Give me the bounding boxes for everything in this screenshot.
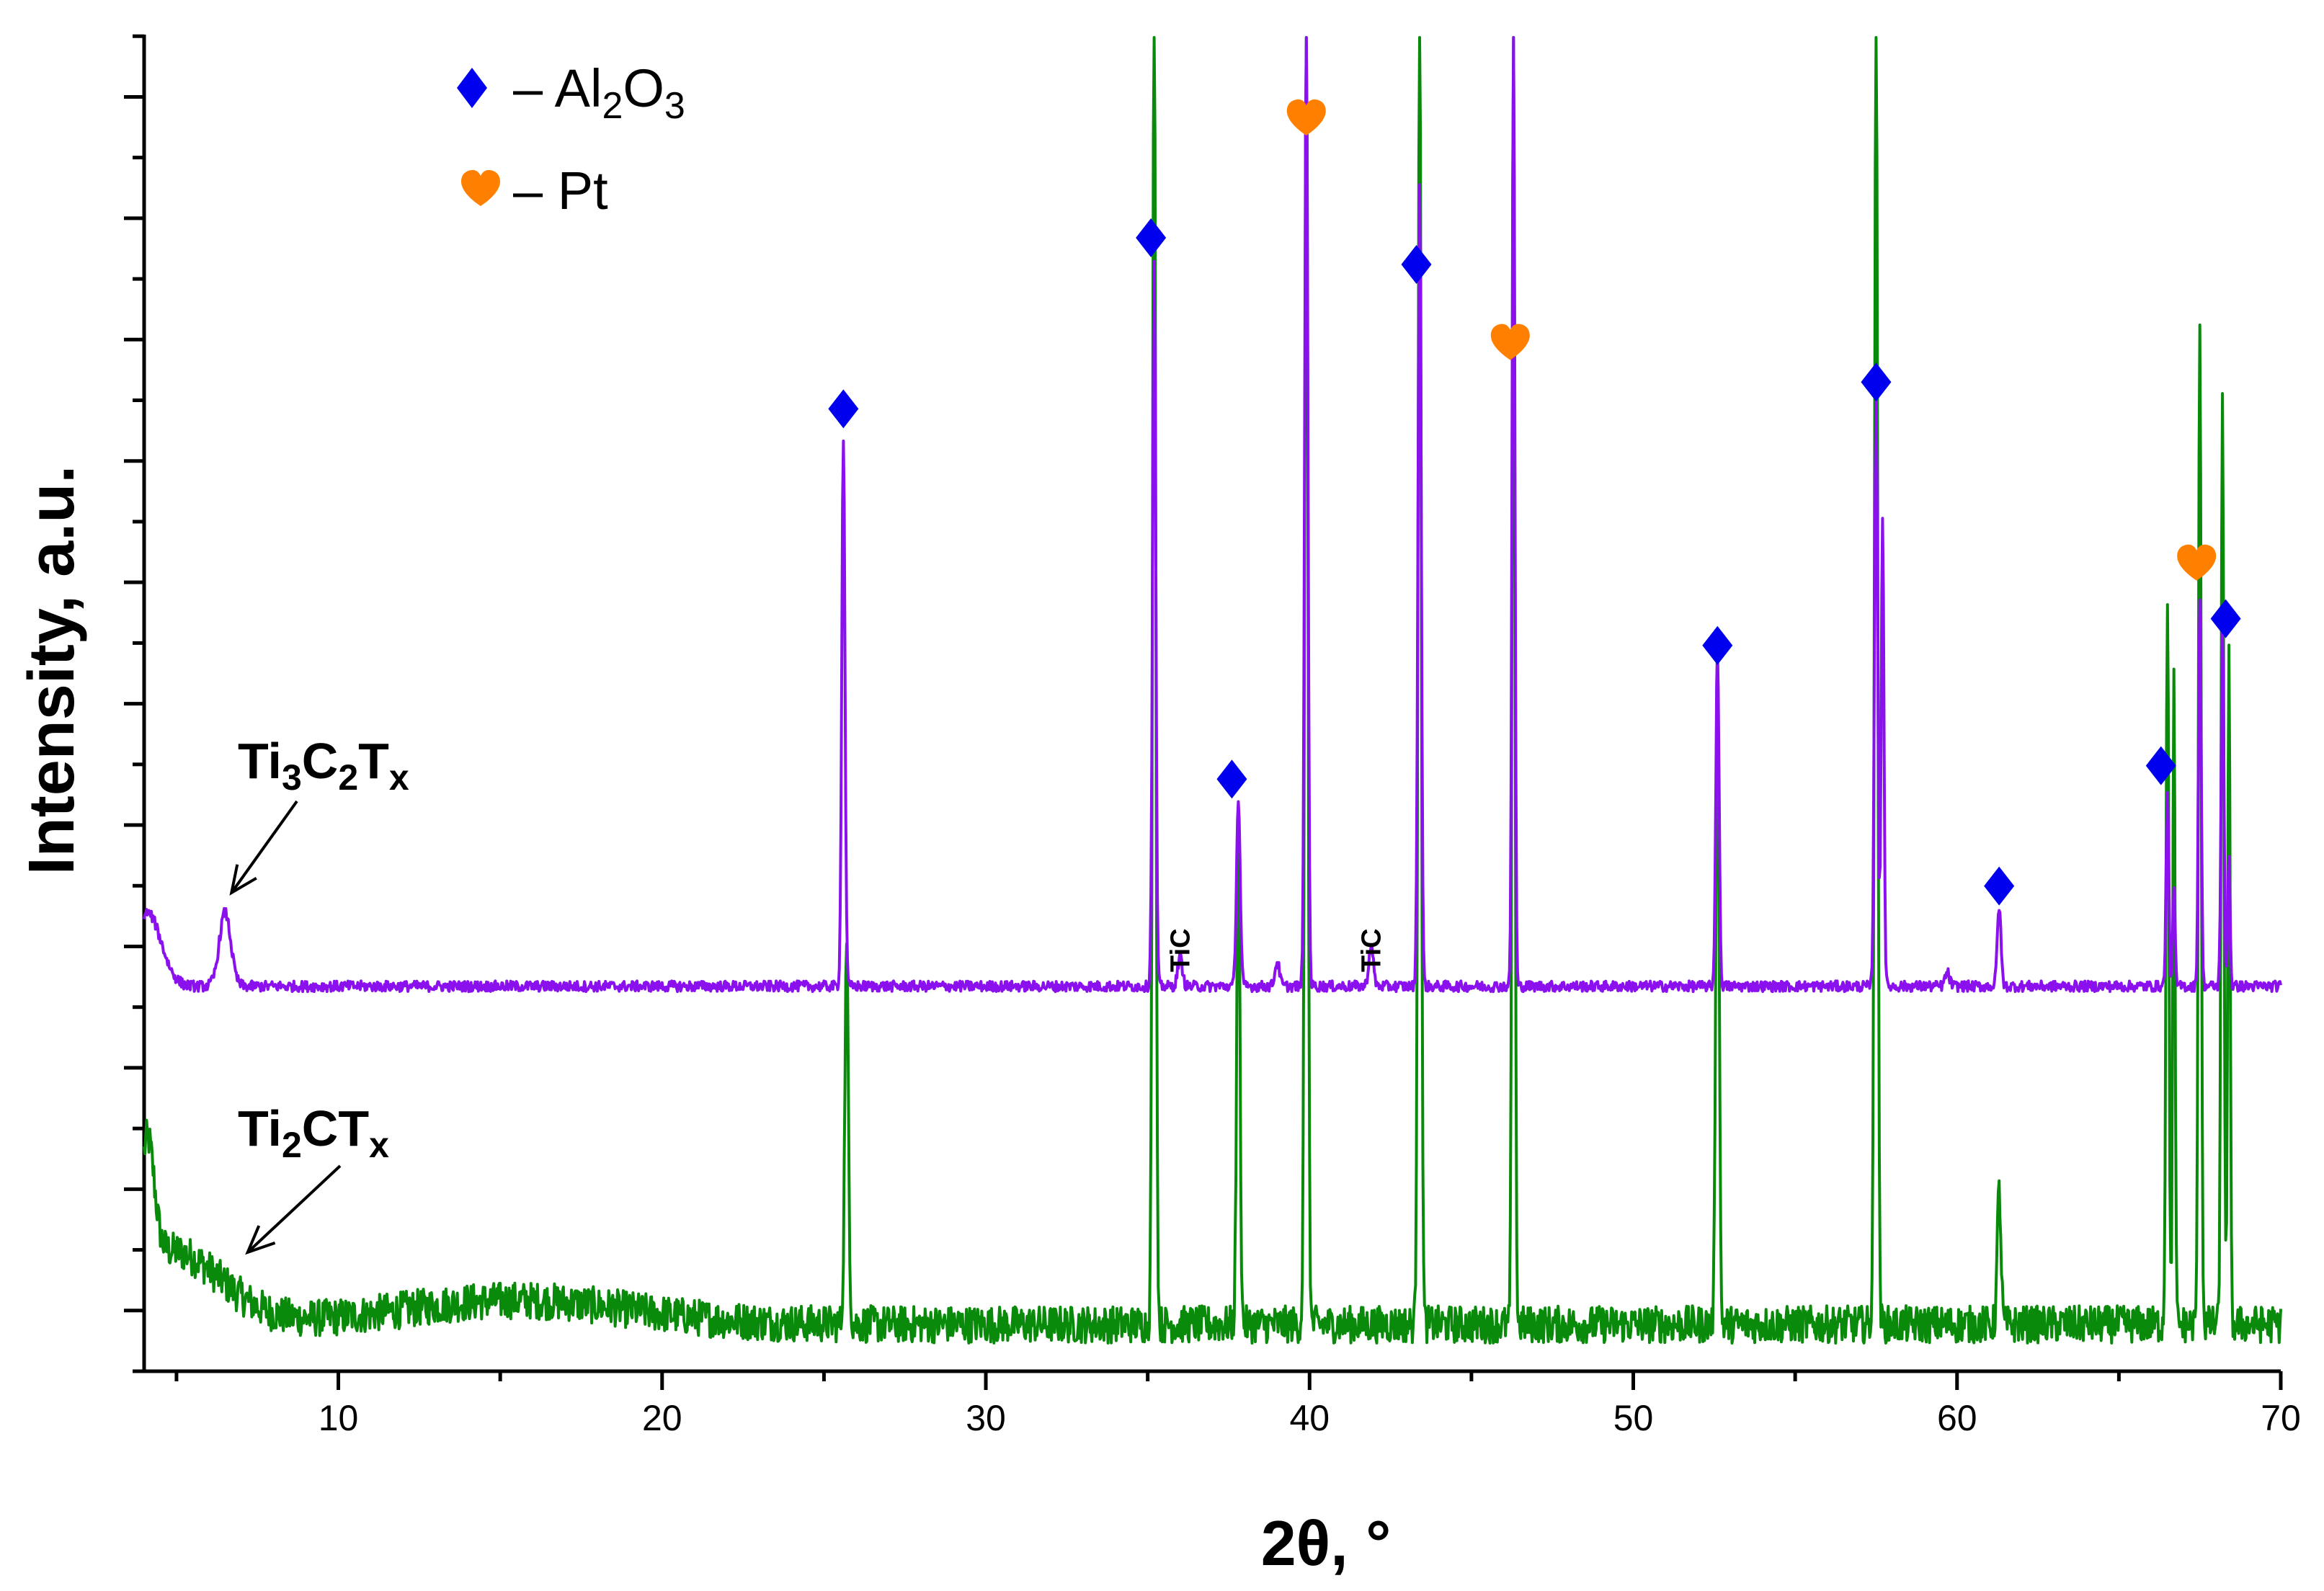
x-axis-ticks: 10 20 30 40 50 60 70 [174,1371,2301,1438]
legend-al2o3-text: – Al2O3 [513,58,685,127]
y-axis-ticks [124,34,144,1373]
al2o3-diamond-icon [1216,759,1247,799]
al2o3-diamond-icon [1861,362,1892,402]
al2o3-diamond-icon [2210,599,2241,638]
x-tick-label: 50 [1613,1398,1654,1438]
sample-label-0: Ti3C2Tx [238,733,409,798]
x-axis-title: 2θ, ° [1261,1507,1392,1579]
x-tick-label: 10 [319,1398,359,1438]
al2o3-diamond-icon [1401,245,1432,285]
sample-label-1: Ti2CTx [238,1100,389,1165]
x-tick-label: 40 [1289,1398,1330,1438]
series-layer [143,36,2282,1345]
y-axis-title: Intensity, a.u. [16,465,88,875]
plot-area: 10 20 30 40 50 60 70 TiC TiC [124,34,2301,1438]
x-tick-label: 70 [2261,1398,2301,1438]
x-tick-label: 60 [1937,1398,1977,1438]
tic-annotation: TiC [1166,928,1196,972]
al2o3-diamond-icon [1984,866,2015,906]
tic-annotation: TiC [1357,928,1387,972]
al2o3-diamond-icon [1136,218,1167,257]
annotation-layer: TiC TiC [1166,928,1387,972]
series-line-0 [143,36,2282,994]
sample-arrow-line [230,800,298,894]
al2o3-diamond-icon [828,389,859,429]
legend-pt-heart-icon [461,170,500,206]
x-tick-label: 20 [642,1398,682,1438]
arrow-head-icon [245,1225,276,1255]
sample-labels: Ti3C2Tx Ti2CTx [229,733,409,1255]
legend: – Al2O3 – Pt [457,58,685,220]
legend-al2o3-diamond-icon [457,68,487,108]
pt-heart-icon [1490,324,1530,360]
series-line-1 [143,36,2282,1345]
al2o3-diamond-icon [2145,746,2176,785]
pt-heart-icon [1286,99,1326,136]
marker-layer [828,99,2241,906]
legend-pt-text: – Pt [513,161,608,220]
arrow-head-icon [229,864,257,896]
x-tick-label: 30 [966,1398,1006,1438]
al2o3-diamond-icon [1702,625,1733,665]
sample-arrow-line [246,1164,342,1254]
pt-heart-icon [2177,544,2217,581]
